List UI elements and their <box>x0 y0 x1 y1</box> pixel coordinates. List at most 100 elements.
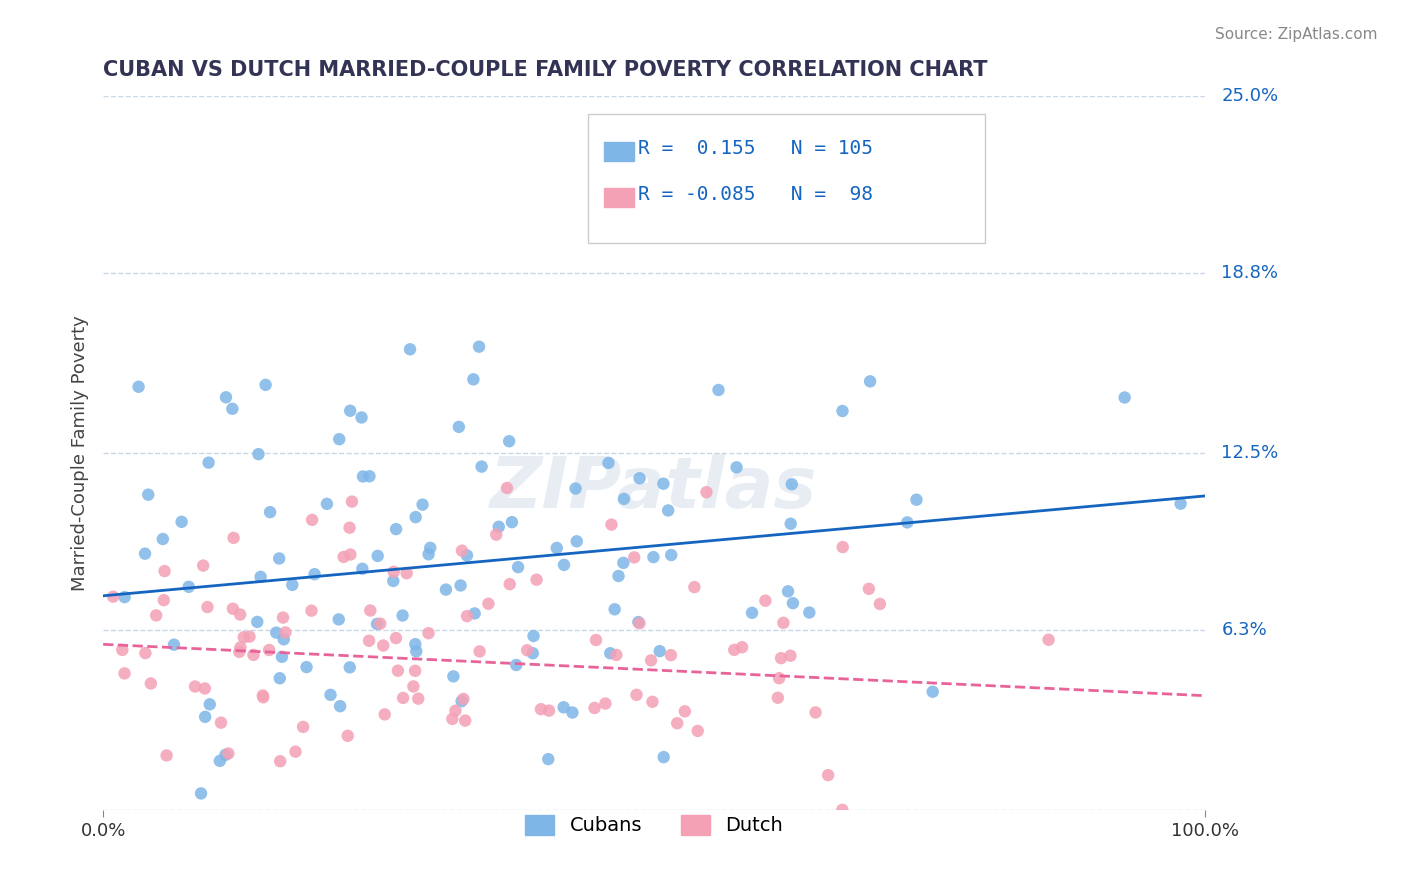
Point <box>453 692 475 706</box>
Point <box>193 558 215 573</box>
Point <box>501 515 523 529</box>
Point <box>471 459 494 474</box>
Legend: Cubans, Dutch: Cubans, Dutch <box>517 807 792 843</box>
Point <box>184 680 207 694</box>
Point <box>522 646 544 660</box>
Point <box>114 666 136 681</box>
Point <box>553 700 575 714</box>
Point <box>648 644 671 658</box>
Point <box>252 690 274 705</box>
Point <box>859 375 882 389</box>
Point <box>905 492 928 507</box>
Point <box>731 640 754 655</box>
Point <box>214 747 236 762</box>
Point <box>329 699 352 714</box>
Point <box>530 702 553 716</box>
Point <box>339 403 361 417</box>
Point <box>259 505 281 519</box>
Point <box>583 701 606 715</box>
Point <box>269 754 291 768</box>
Point <box>359 469 381 483</box>
Point <box>585 633 607 648</box>
Point <box>252 689 274 703</box>
Point <box>367 549 389 563</box>
Point <box>444 704 467 718</box>
Point <box>271 610 294 624</box>
Bar <box>605 188 634 207</box>
Point <box>101 590 124 604</box>
Point <box>281 578 304 592</box>
Point <box>766 690 789 705</box>
Point <box>352 469 374 483</box>
Text: 18.8%: 18.8% <box>1222 264 1278 283</box>
Point <box>304 567 326 582</box>
Point <box>153 564 176 578</box>
Point <box>194 681 217 696</box>
Text: ZIPatlas: ZIPatlas <box>491 454 818 524</box>
Point <box>627 615 650 629</box>
Point <box>332 549 354 564</box>
Point <box>553 558 575 572</box>
Point <box>368 616 391 631</box>
Point <box>395 566 418 581</box>
Point <box>246 615 269 629</box>
Point <box>657 503 679 517</box>
Point <box>546 541 568 555</box>
Point <box>229 607 252 622</box>
Point <box>271 649 294 664</box>
Point <box>613 491 636 506</box>
Point <box>451 543 474 558</box>
Point <box>402 680 425 694</box>
Point <box>316 497 339 511</box>
Point <box>896 516 918 530</box>
Point <box>257 643 280 657</box>
Point <box>382 565 405 579</box>
Point <box>111 643 134 657</box>
Point <box>163 638 186 652</box>
Point <box>450 578 472 592</box>
Point <box>406 691 429 706</box>
Point <box>382 574 405 588</box>
Text: CUBAN VS DUTCH MARRIED-COUPLE FAMILY POVERTY CORRELATION CHART: CUBAN VS DUTCH MARRIED-COUPLE FAMILY POV… <box>103 60 987 79</box>
Point <box>456 609 478 624</box>
Point <box>741 606 763 620</box>
Point <box>273 632 295 647</box>
Point <box>238 630 260 644</box>
Point <box>208 754 231 768</box>
Point <box>340 494 363 508</box>
Point <box>405 644 427 658</box>
Point <box>434 582 457 597</box>
Point <box>598 456 620 470</box>
Point <box>269 671 291 685</box>
Point <box>295 660 318 674</box>
Point <box>339 548 361 562</box>
Point <box>683 580 706 594</box>
Point <box>628 471 651 485</box>
Point <box>274 625 297 640</box>
Point <box>561 706 583 720</box>
Point <box>232 630 254 644</box>
Point <box>228 645 250 659</box>
Point <box>782 596 804 610</box>
Point <box>339 521 361 535</box>
Point <box>134 646 156 660</box>
Point <box>565 534 588 549</box>
Point <box>456 549 478 563</box>
Point <box>139 676 162 690</box>
Point <box>1114 391 1136 405</box>
Point <box>156 748 179 763</box>
Point <box>817 768 839 782</box>
Point <box>641 695 664 709</box>
Point <box>387 664 409 678</box>
Point <box>366 616 388 631</box>
Point <box>770 651 793 665</box>
Y-axis label: Married-Couple Family Poverty: Married-Couple Family Poverty <box>72 315 89 591</box>
Point <box>776 584 799 599</box>
Point <box>405 510 427 524</box>
Point <box>152 593 174 607</box>
Text: R =  0.155   N = 105: R = 0.155 N = 105 <box>638 138 873 158</box>
Point <box>652 750 675 764</box>
Point <box>357 633 380 648</box>
Point <box>170 515 193 529</box>
Point <box>339 660 361 674</box>
